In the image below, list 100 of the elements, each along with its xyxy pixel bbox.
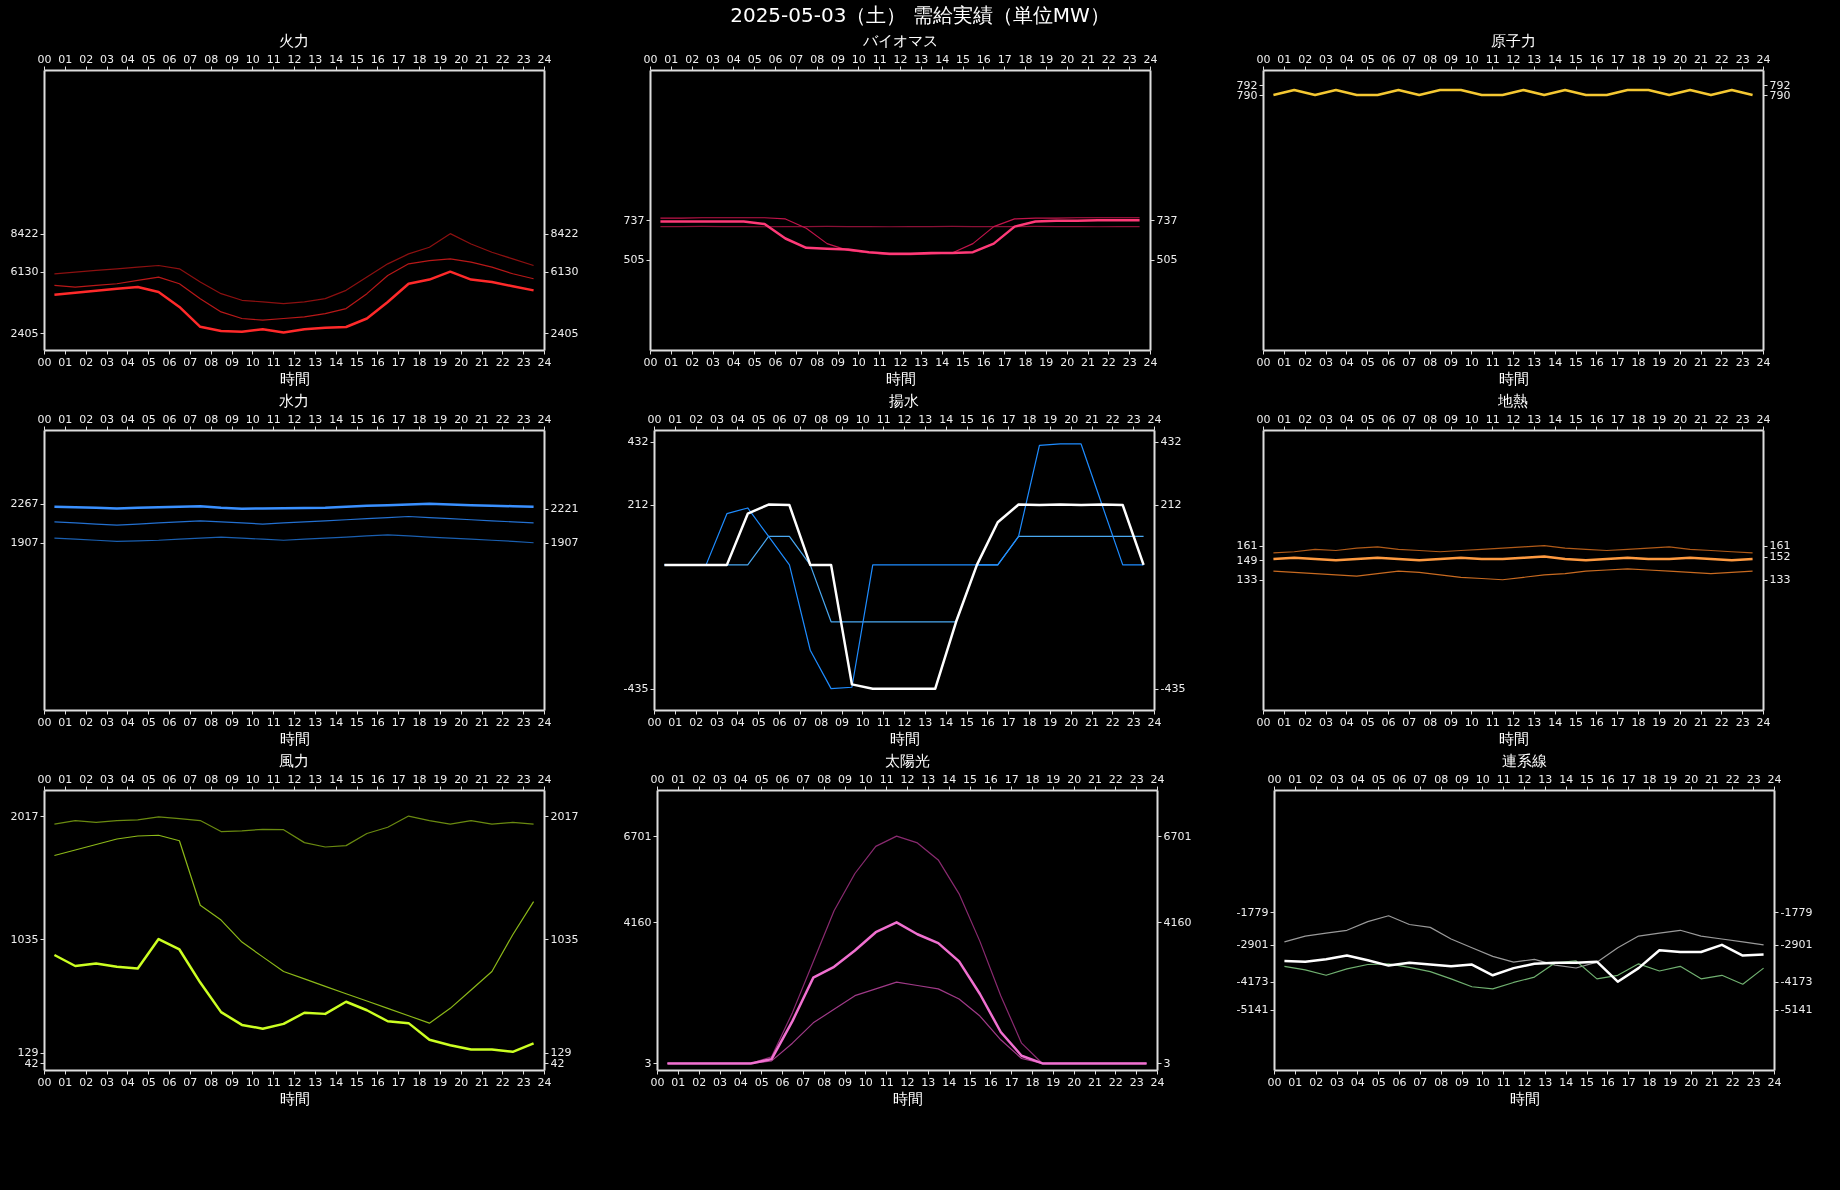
x-tick-label: 03 [1319,355,1333,369]
line-series [53,534,535,544]
y-tick-label: 505 [623,253,645,267]
x2-tick-label: 07 [1413,1075,1428,1089]
x-tick-label: 09 [225,355,239,369]
x-tick-label: 07 [789,52,804,66]
x-tick-label: 12 [1506,715,1521,729]
x-tick-label: 16 [370,355,385,369]
x-tick-label: 18 [1631,715,1646,729]
x-tick-label: 24 [1756,715,1771,729]
x2-tick-label: 24 [1767,1075,1782,1089]
y2-tick-label: 6701 [1163,829,1192,843]
x2-tick-label: 14 [1548,412,1563,426]
x-tick-label: 01 [671,772,686,786]
x2-tick-label: 21 [475,1075,489,1089]
x-tick-label: 03 [710,715,724,729]
x2-tick-label: 18 [412,1075,427,1089]
x2-tick-label: 19 [433,412,448,426]
line-series [1272,568,1754,581]
x2-tick-label: 23 [1746,1075,1761,1089]
x-tick-label: 14 [329,715,344,729]
x2-tick-label: 08 [204,412,219,426]
x2-tick-label: 07 [183,412,198,426]
x-tick-label: 14 [329,772,344,786]
x-tick-label: 21 [1694,355,1708,369]
line-series [666,921,1148,1065]
line-series [1283,960,1765,990]
x2-tick-label: 16 [980,412,995,426]
x-tick-label: 16 [1600,772,1615,786]
x-tick-label: 13 [308,772,323,786]
x-tick-label: 12 [1517,772,1532,786]
x-axis-title: 時間 [1498,369,1529,388]
y2-tick-label: 3 [1163,1056,1171,1070]
x-tick-label: 15 [1569,355,1583,369]
x2-tick-label: 20 [1673,412,1688,426]
y2-tick-label: -5141 [1780,1003,1813,1017]
x-tick-label: 09 [835,715,849,729]
x2-tick-label: 12 [287,412,302,426]
x-tick-label: 24 [537,772,552,786]
x-tick-label: 10 [1475,772,1490,786]
x2-tick-label: 14 [939,412,954,426]
x-tick-label: 05 [754,772,769,786]
x-tick-label: 23 [1122,52,1137,66]
x2-tick-label: 15 [960,412,974,426]
x-tick-label: 01 [1277,355,1292,369]
x2-tick-label: 01 [58,412,73,426]
line-series [1283,915,1765,969]
x-tick-label: 11 [266,355,281,369]
x-tick-label: 01 [58,772,73,786]
x-tick-label: 01 [1277,715,1292,729]
x-tick-label: 18 [412,772,427,786]
x2-tick-label: 13 [1538,1075,1553,1089]
x-tick-label: 11 [266,715,281,729]
x2-tick-label: 05 [754,1075,769,1089]
x2-tick-label: 19 [1652,412,1667,426]
x2-tick-label: 02 [79,412,94,426]
x2-tick-label: 05 [141,1075,156,1089]
y-tick-label: -4173 [1236,975,1269,989]
x2-tick-label: 22 [1108,1075,1123,1089]
x2-tick-label: 22 [1725,1075,1740,1089]
x-axis-title: 時間 [1498,729,1529,748]
x-tick-label: 14 [935,52,950,66]
x-tick-label: 03 [100,355,114,369]
x2-tick-label: 17 [391,412,406,426]
x2-tick-label: 20 [1064,412,1079,426]
x-tick-label: 09 [1444,355,1458,369]
x-tick-label: 21 [475,772,489,786]
y2-tick-label: 4160 [1163,915,1192,929]
x2-tick-label: 08 [817,1075,832,1089]
x-tick-label: 15 [960,715,974,729]
x2-tick-label: 16 [370,1075,385,1089]
x2-tick-label: 12 [900,1075,915,1089]
x-tick-label: 17 [997,52,1012,66]
x2-tick-label: 04 [120,1075,135,1089]
x-tick-label: 22 [1105,715,1120,729]
chart-title: 火力 [279,32,309,50]
x-tick-label: 05 [141,715,156,729]
y-tick-label: 161 [1236,539,1258,553]
x-tick-label: 22 [495,355,510,369]
x-tick-label: 02 [79,715,94,729]
x2-tick-label: 01 [1277,412,1292,426]
x2-tick-label: 16 [1589,412,1604,426]
x2-tick-label: 12 [897,412,912,426]
y2-tick-label: 133 [1769,573,1791,587]
x2-tick-label: 20 [454,1075,469,1089]
x-tick-label: 16 [980,715,995,729]
x-tick-label: 09 [225,715,239,729]
x-tick-label: 12 [287,772,302,786]
x-tick-label: 12 [893,52,908,66]
x-tick-label: 06 [1381,715,1396,729]
x-tick-label: 03 [713,772,727,786]
chart-title: 原子力 [1490,32,1536,50]
x-tick-label: 10 [245,715,260,729]
x-tick-label: 15 [1569,715,1583,729]
x2-tick-label: 19 [433,1075,448,1089]
x-tick-label: 07 [793,715,808,729]
x2-tick-label: 11 [1496,1075,1511,1089]
x-tick-label: 20 [454,715,469,729]
x2-tick-label: 02 [79,1075,94,1089]
x2-tick-label: 03 [710,412,724,426]
